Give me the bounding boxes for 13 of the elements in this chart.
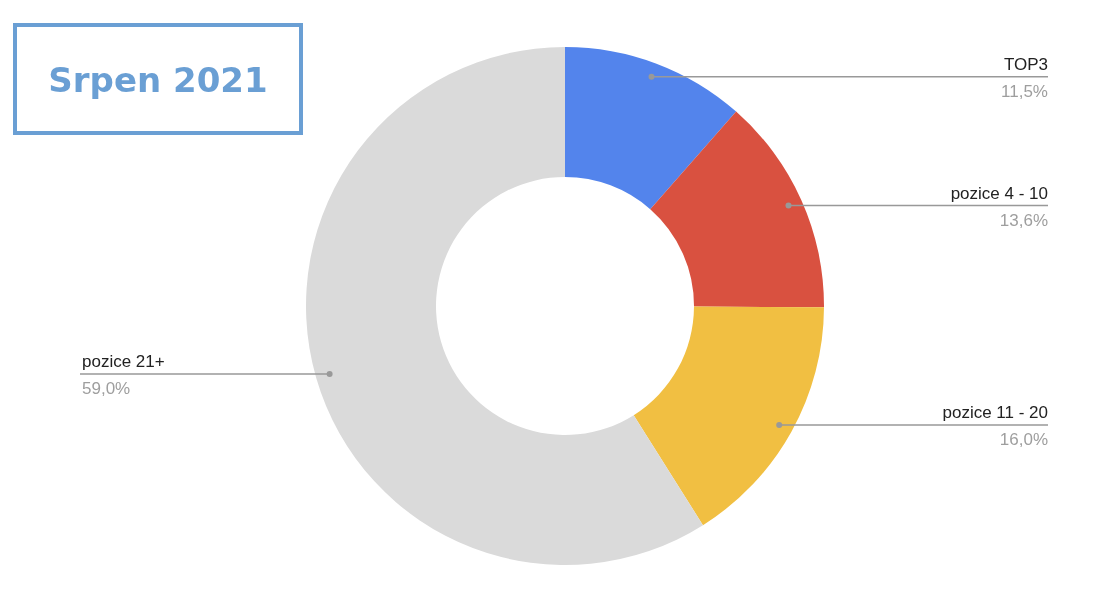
slice-label: TOP3: [1003, 54, 1048, 74]
chart-title: Srpen 2021: [48, 60, 268, 100]
data-label: 16,0%: [999, 429, 1048, 449]
data-label: 13,6%: [999, 210, 1048, 230]
data-label: 59,0%: [82, 378, 131, 398]
donut-slice: [633, 306, 824, 526]
donut-slice: [565, 47, 737, 210]
donut-slice: [650, 111, 824, 308]
data-label: 11,5%: [1001, 81, 1048, 101]
slice-label: pozice 21+: [82, 351, 165, 371]
slice-label: pozice 11 - 20: [942, 402, 1048, 422]
donut-slice: [306, 47, 703, 565]
slice-label: pozice 4 - 10: [950, 183, 1048, 203]
